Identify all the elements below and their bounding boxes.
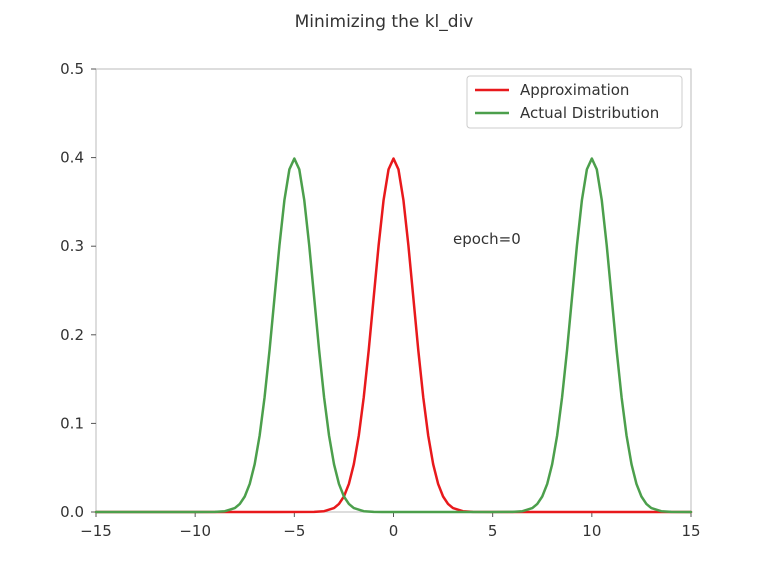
x-tick-label: 10 bbox=[582, 522, 601, 540]
series-layer bbox=[94, 157, 693, 514]
x-tick-label: −10 bbox=[179, 522, 211, 540]
legend-label-actual-distribution: Actual Distribution bbox=[520, 104, 659, 122]
x-tick-label: 0 bbox=[389, 522, 399, 540]
x-tick-label: 15 bbox=[681, 522, 700, 540]
y-tick-label: 0.2 bbox=[60, 326, 84, 344]
y-axis: 0.0 0.1 0.2 0.3 0.4 0.5 bbox=[60, 60, 96, 521]
y-tick-label: 0.5 bbox=[60, 60, 84, 78]
legend-box bbox=[466, 75, 683, 129]
series-line-actual-distribution bbox=[94, 157, 693, 514]
legend: Approximation Actual Distribution bbox=[466, 75, 683, 129]
y-tick-label: 0.0 bbox=[60, 503, 84, 521]
legend-label-approximation: Approximation bbox=[520, 81, 629, 99]
epoch-annotation: epoch=0 bbox=[453, 230, 521, 248]
x-axis: −15 −10 −5 0 5 10 15 bbox=[80, 512, 701, 540]
y-tick-label: 0.1 bbox=[60, 414, 84, 432]
x-tick-label: −15 bbox=[80, 522, 112, 540]
x-tick-label: 5 bbox=[488, 522, 498, 540]
y-tick-label: 0.4 bbox=[60, 149, 84, 167]
series-line-approximation bbox=[94, 157, 693, 514]
chart-title: Minimizing the kl_div bbox=[295, 12, 474, 32]
x-tick-label: −5 bbox=[283, 522, 305, 540]
y-tick-label: 0.3 bbox=[60, 237, 84, 255]
plot-area bbox=[95, 68, 692, 513]
